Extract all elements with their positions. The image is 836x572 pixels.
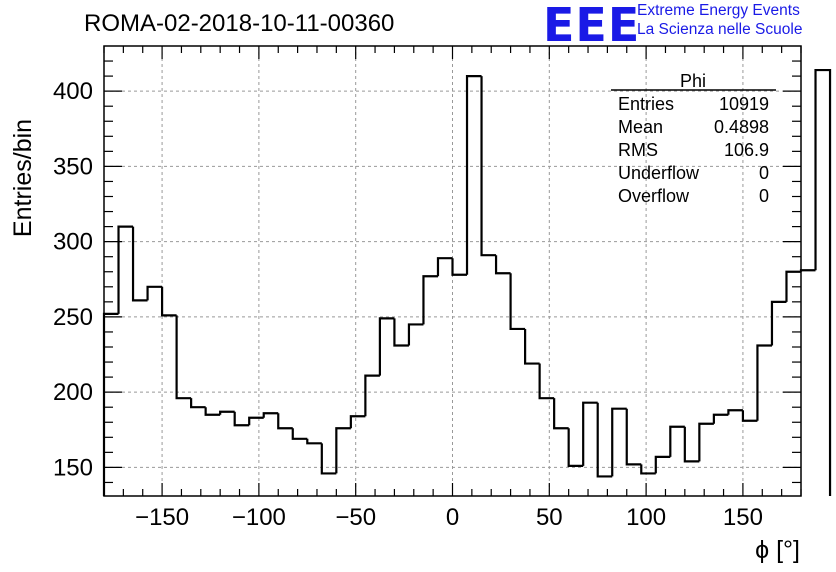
histogram-bin bbox=[756, 344, 772, 421]
histogram-bin bbox=[640, 464, 656, 475]
stats-row-value: 10919 bbox=[719, 94, 769, 114]
histogram-bin bbox=[335, 427, 351, 474]
y-tick-labels: 150 200 250 300 350 400 bbox=[53, 78, 93, 481]
x-tick-label: −50 bbox=[335, 504, 376, 531]
stats-row-value: 0 bbox=[759, 186, 769, 206]
chart-title: ROMA-02-2018-10-11-00360 bbox=[84, 10, 395, 37]
x-axis-label: ϕ [°] bbox=[755, 536, 800, 564]
stats-row-label: Underflow bbox=[618, 163, 700, 183]
histogram-bin bbox=[465, 75, 482, 275]
stats-box: Phi Entries 10919 Mean 0.4898 RMS 106.9 Underf… bbox=[611, 71, 776, 206]
stats-row-label: Overflow bbox=[618, 186, 690, 206]
histogram-bin bbox=[175, 315, 192, 400]
stats-row-value: 0.4898 bbox=[714, 117, 769, 137]
x-tick-labels: −150 −100 −50 0 50 100 150 bbox=[135, 504, 763, 531]
histogram-bars bbox=[102, 68, 832, 496]
histogram-bin bbox=[567, 428, 584, 467]
histogram-bin bbox=[611, 407, 627, 477]
histogram-bin bbox=[625, 408, 642, 466]
y-tick-label: 400 bbox=[53, 78, 93, 105]
histogram-bin bbox=[596, 402, 613, 478]
axis-ticks bbox=[103, 46, 802, 496]
histogram-bin bbox=[102, 312, 119, 496]
y-axis-label: Entries/bin bbox=[9, 119, 37, 237]
histogram-bin bbox=[160, 286, 177, 317]
histogram-bin bbox=[349, 415, 366, 429]
histogram-bin bbox=[683, 426, 700, 463]
histogram-bin bbox=[422, 275, 438, 325]
histogram-bin bbox=[291, 428, 308, 440]
histogram-bin bbox=[669, 425, 685, 457]
y-tick-label: 300 bbox=[53, 229, 93, 256]
stats-row-value: 106.9 bbox=[724, 140, 769, 160]
histogram-bin bbox=[727, 409, 743, 415]
stats-row-label: RMS bbox=[618, 140, 658, 160]
tagline-primary: Extreme Energy Events bbox=[637, 2, 800, 19]
histogram-bin bbox=[654, 455, 671, 474]
y-tick-label: 250 bbox=[53, 304, 93, 331]
y-tick-label: 200 bbox=[53, 379, 93, 406]
histogram-bin bbox=[146, 285, 163, 301]
histogram-bin bbox=[553, 398, 569, 430]
histogram-bin bbox=[524, 328, 540, 365]
x-tick-label: 150 bbox=[723, 504, 763, 531]
x-tick-label: 50 bbox=[536, 504, 563, 531]
tagline-secondary: La Scienza nelle Scuole bbox=[637, 21, 803, 38]
histogram-bin bbox=[277, 413, 293, 430]
histogram-bin bbox=[770, 300, 787, 346]
stats-row-label: Mean bbox=[618, 117, 663, 137]
histogram-bin bbox=[480, 76, 497, 257]
histogram-bin bbox=[117, 225, 134, 314]
histogram-bin bbox=[378, 317, 395, 376]
histogram-bin bbox=[219, 410, 235, 415]
stats-row-label: Entries bbox=[618, 94, 674, 114]
histogram-bin bbox=[262, 412, 279, 418]
histogram-bin bbox=[131, 226, 148, 302]
stats-box-rows: Entries 10919 Mean 0.4898 RMS 106.9 Underflow 0… bbox=[618, 94, 769, 206]
histogram-bin bbox=[741, 410, 758, 422]
grid-lines bbox=[104, 46, 801, 496]
histogram-bin bbox=[204, 407, 221, 416]
histogram-bin bbox=[320, 443, 337, 475]
histogram-bin bbox=[799, 269, 816, 272]
histogram-bin bbox=[248, 416, 264, 426]
histogram-bin bbox=[712, 413, 729, 424]
histogram-bin bbox=[509, 273, 526, 331]
y-tick-label: 350 bbox=[53, 153, 93, 180]
histogram-bin bbox=[190, 398, 206, 409]
y-tick-label: 150 bbox=[53, 454, 93, 481]
eee-logo: EEE bbox=[543, 0, 641, 52]
histogram-bin bbox=[306, 438, 322, 445]
histogram-bin bbox=[364, 374, 380, 417]
x-tick-label: 0 bbox=[446, 504, 459, 531]
histogram-bin bbox=[582, 401, 598, 466]
histogram-bin bbox=[233, 411, 250, 427]
stats-box-name: Phi bbox=[680, 71, 706, 91]
histogram-bin bbox=[436, 257, 453, 277]
histogram-bin bbox=[451, 258, 468, 276]
x-tick-label: −150 bbox=[135, 504, 189, 531]
histogram-bin bbox=[407, 323, 424, 346]
stats-row-value: 0 bbox=[759, 163, 769, 183]
histogram-bin bbox=[698, 422, 714, 462]
histogram-bin bbox=[393, 318, 409, 347]
histogram-bin bbox=[814, 68, 832, 496]
histogram-bin bbox=[494, 255, 511, 275]
x-tick-label: −100 bbox=[232, 504, 286, 531]
histogram-bin bbox=[538, 363, 555, 400]
x-tick-label: 100 bbox=[626, 504, 666, 531]
